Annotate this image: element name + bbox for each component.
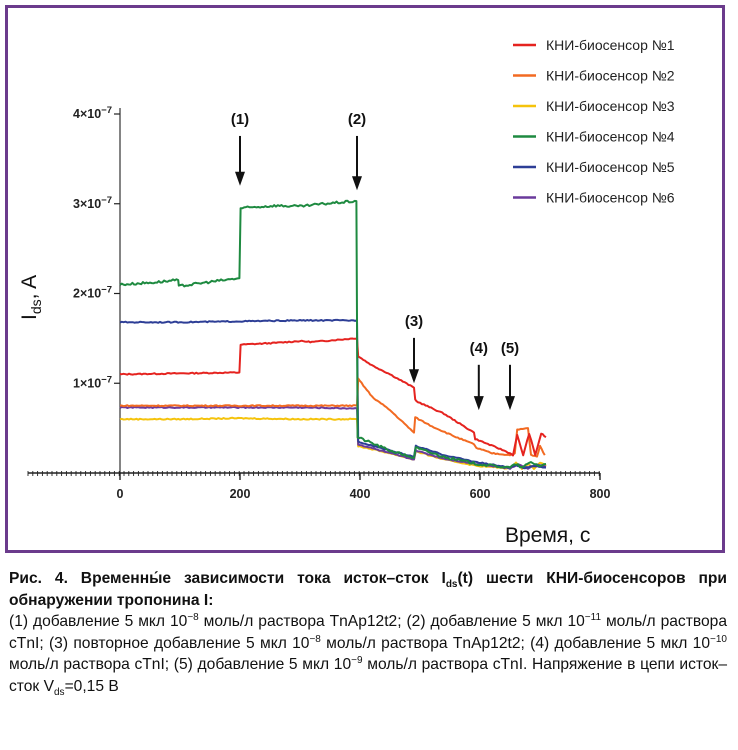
annotation-layer: (1) (2) (3) (4) (5) <box>231 111 519 411</box>
x-tick-label: 200 <box>230 487 251 501</box>
x-tick-label: 400 <box>350 487 371 501</box>
legend-label: КНИ-биосенсор №4 <box>546 129 675 145</box>
x-tick-label: 600 <box>470 487 491 501</box>
annotation-arrow-head <box>473 396 484 411</box>
series-line <box>119 199 547 469</box>
caption-segment: моль/л раствора TnAp12t2; (2) добавление… <box>198 613 585 630</box>
caption-segment: (1) добавление 5 мкл 10 <box>9 613 188 630</box>
axes: 0 200 400 600 800 1×10−7 2×10−7 3×10−7 4×10−7 <box>27 105 611 501</box>
annotation-arrow-head <box>409 369 419 384</box>
caption-segment: ds <box>54 686 65 698</box>
caption-segment: моль/л раствора cTnI; (3) повторное доба… <box>9 613 727 652</box>
figure-caption: Рис. 4. Временны́е зависимости тока исто… <box>9 568 727 697</box>
caption-segment: −10 <box>710 633 727 645</box>
caption-segment: −11 <box>584 611 602 623</box>
annotation-label: (1) <box>231 111 249 128</box>
caption-segment: моль/л раствора cTnI; (5) до­бавление 5 … <box>9 656 352 673</box>
legend-label: КНИ-биосенсор №2 <box>546 68 675 84</box>
legend: КНИ-биосенсор №1 КНИ-биосенсор №2 КНИ-биос… <box>513 37 675 206</box>
caption-segment: −8 <box>187 611 199 623</box>
series-line <box>119 406 547 470</box>
x-tick-label: 800 <box>590 487 611 501</box>
legend-label: КНИ-биосенсор №5 <box>546 159 675 175</box>
x-tick-label: 0 <box>117 487 124 501</box>
caption-segment: −8 <box>309 633 321 645</box>
annotation-arrow-head <box>235 171 245 186</box>
y-tick-label: 1×10−7 <box>73 374 112 390</box>
annotation-label: (4) <box>470 340 488 357</box>
caption-segment: моль/л раствора cTnI. Напряжение в цепи … <box>9 656 727 695</box>
caption-body: (1) добавление 5 мкл 10−8 моль/л раствор… <box>9 611 727 697</box>
line-chart: 0 200 400 600 800 1×10−7 2×10−7 3×10−7 4×10−7 (1… <box>18 37 675 547</box>
legend-label: КНИ-биосенсор №1 <box>546 37 675 53</box>
legend-label: КНИ-биосенсор №3 <box>546 98 675 114</box>
annotation-label: (2) <box>348 111 366 128</box>
caption-segment: −9 <box>351 654 363 666</box>
y-tick-label: 4×10−7 <box>73 105 112 121</box>
y-axis-title: Ids, A <box>18 275 44 320</box>
series-line <box>119 416 547 470</box>
caption-segment: =0,15 В <box>64 677 119 695</box>
caption-segment: моль/л рас­твора TnAp12t2; (4) добавлени… <box>320 634 711 652</box>
legend-label: КНИ-биосенсор №6 <box>546 190 675 206</box>
x-axis-title: Время, с <box>505 524 590 547</box>
annotation-arrow-head <box>352 176 362 191</box>
annotation-label: (3) <box>405 313 423 330</box>
series-line <box>119 318 547 470</box>
series-line <box>119 337 547 457</box>
caption-title: Рис. 4. Временны́е зависимости тока исто… <box>9 570 727 609</box>
y-tick-label: 2×10−7 <box>73 285 112 301</box>
annotation-arrow-head <box>505 396 515 411</box>
figure-frame: 0 200 400 600 800 1×10−7 2×10−7 3×10−7 4×10−7 (1… <box>5 5 725 553</box>
annotation-label: (5) <box>501 340 519 357</box>
series-layer <box>119 199 547 470</box>
y-tick-label: 3×10−7 <box>73 195 112 211</box>
series-line <box>119 377 546 458</box>
